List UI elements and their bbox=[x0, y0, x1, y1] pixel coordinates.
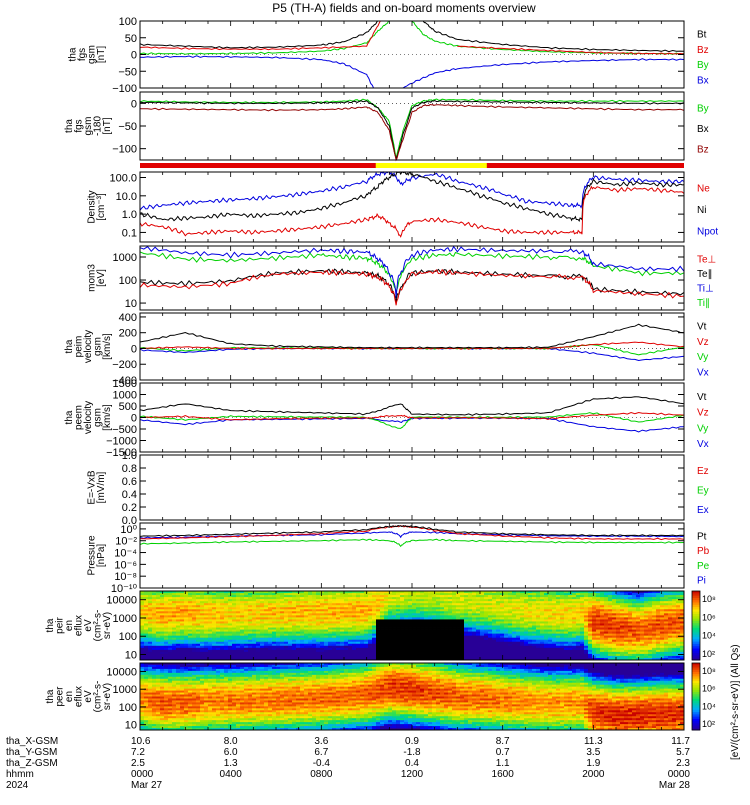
y-tick-label: −100 bbox=[112, 83, 137, 95]
plot-title: P5 (TH-A) fields and on-board moments ov… bbox=[272, 1, 536, 15]
y-tick-label: 0.4 bbox=[122, 489, 137, 501]
y-tick-label: −100 bbox=[112, 144, 137, 156]
y-tick-label: 100 bbox=[119, 275, 137, 287]
y-tick-label: 10⁻⁶ bbox=[114, 559, 137, 571]
y-tick-label: 100.0 bbox=[109, 173, 137, 185]
legend-entry: Vy bbox=[697, 423, 708, 434]
y-axis-label-line: [km/s] bbox=[102, 333, 113, 360]
legend-entry: Ez bbox=[697, 466, 709, 477]
legend-entry: Npot bbox=[697, 226, 718, 237]
y-axis-label: E=-VxB[mV/m] bbox=[87, 470, 108, 505]
legend-entry: Vt bbox=[697, 392, 707, 403]
legend-entry: Vz bbox=[697, 408, 709, 419]
y-axis-label-line: [nT] bbox=[102, 117, 113, 134]
y-axis-label-line: [cm⁻³] bbox=[96, 193, 107, 221]
legend-entry: Te⊥ bbox=[697, 254, 716, 265]
y-tick-label: 1.0 bbox=[122, 450, 137, 462]
y-tick-label: 1500 bbox=[113, 378, 137, 390]
legend-entry: Ex bbox=[697, 505, 709, 516]
y-tick-label: 10⁻² bbox=[115, 536, 137, 548]
legend-entry: Bx bbox=[697, 75, 709, 86]
y-tick-label: 0 bbox=[131, 50, 137, 62]
y-tick-label: 1000 bbox=[113, 252, 137, 264]
legend-entry: Vz bbox=[697, 337, 709, 348]
legend-entry: Pe bbox=[697, 561, 710, 572]
y-axis-label-line: [nPa] bbox=[96, 544, 107, 568]
y-tick-label: 10⁻¹⁰ bbox=[111, 583, 138, 595]
legend-entry: Te∥ bbox=[697, 269, 713, 280]
y-tick-label: −50 bbox=[118, 121, 137, 133]
y-axis-label-line: [km/s] bbox=[102, 404, 113, 431]
y-tick-label: 1.0 bbox=[122, 209, 137, 221]
y-tick-label: 10.0 bbox=[116, 191, 137, 203]
y-tick-label: −1000 bbox=[106, 436, 137, 448]
y-tick-label: 0.6 bbox=[122, 476, 137, 488]
legend-entry: Pt bbox=[697, 531, 707, 542]
y-tick-label: 10⁰ bbox=[120, 524, 137, 536]
y-tick-label: 400 bbox=[119, 312, 137, 324]
legend-entry: Ti⊥ bbox=[697, 283, 714, 294]
legend-entry: Bz bbox=[697, 45, 709, 56]
legend-entry: Ey bbox=[697, 486, 709, 497]
legend-entry: Pb bbox=[697, 546, 710, 557]
legend-entry: Bt bbox=[697, 30, 707, 41]
y-tick-label: 0.1 bbox=[122, 227, 137, 239]
legend-entry: Vt bbox=[697, 322, 707, 333]
y-tick-label: −500 bbox=[112, 424, 137, 436]
y-tick-label: 0.2 bbox=[122, 502, 137, 514]
legend: Ez Ey Ex bbox=[697, 466, 709, 516]
legend-entry: By bbox=[697, 103, 709, 114]
y-axis-label-line: [eV] bbox=[96, 269, 107, 287]
legend-entry: Bx bbox=[697, 124, 709, 135]
y-tick-label: 0.8 bbox=[122, 463, 137, 475]
y-tick-label: 50 bbox=[125, 33, 137, 45]
legend-entry: Pi bbox=[697, 576, 706, 587]
y-tick-label: 100 bbox=[119, 16, 137, 28]
panel9: 10⁸10⁶10⁴10²10000100010010thapeireneflux… bbox=[45, 591, 716, 662]
y-tick-label: 0 bbox=[131, 413, 137, 425]
legend-entry: Vy bbox=[697, 352, 708, 363]
y-tick-label: 0 bbox=[131, 98, 137, 110]
legend-entry: Vx bbox=[697, 439, 709, 450]
legend-entry: Ni bbox=[697, 205, 706, 216]
y-tick-label: 10⁻⁸ bbox=[114, 571, 137, 583]
y-tick-label: −50 bbox=[118, 66, 137, 78]
y-tick-label: −200 bbox=[112, 359, 137, 371]
legend-entry: Vx bbox=[697, 367, 709, 378]
y-tick-label: 10⁻⁴ bbox=[114, 548, 137, 560]
y-tick-label: 1000 bbox=[113, 390, 137, 402]
legend: By Bx Bz bbox=[697, 103, 709, 155]
legend-entry: Ne bbox=[697, 184, 710, 195]
y-axis-label-line: [mV/m] bbox=[96, 471, 107, 503]
y-axis-label-line: [nT] bbox=[96, 46, 107, 63]
y-tick-label: 500 bbox=[119, 401, 137, 413]
legend-entry: Ti∥ bbox=[697, 298, 710, 309]
legend-entry: By bbox=[697, 60, 709, 71]
y-tick-label: 200 bbox=[119, 328, 137, 340]
y-tick-label: 10 bbox=[125, 298, 137, 310]
legend-entry: Bz bbox=[697, 145, 709, 156]
y-tick-label: 0 bbox=[131, 343, 137, 355]
y-axis-label: Density[cm⁻³] bbox=[87, 190, 108, 223]
